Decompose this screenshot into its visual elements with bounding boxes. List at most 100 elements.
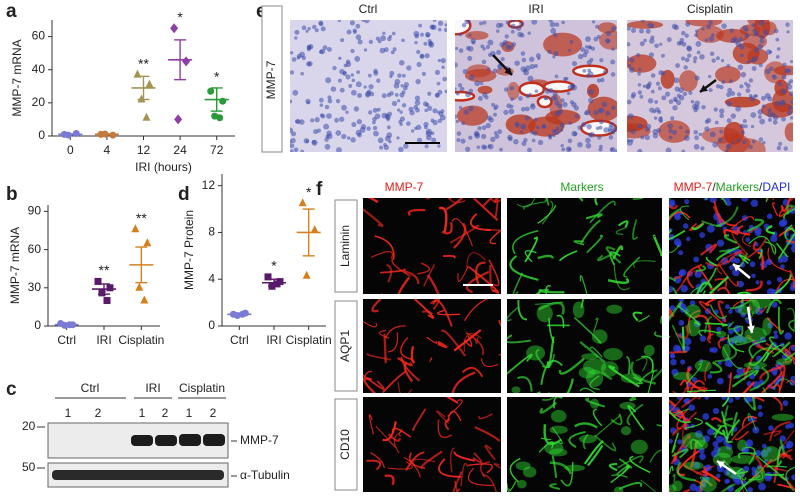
dapi bbox=[673, 238, 682, 246]
nucleus bbox=[557, 103, 563, 109]
nucleus bbox=[523, 137, 528, 143]
dapi bbox=[670, 353, 676, 359]
signal bbox=[757, 251, 764, 270]
dapi bbox=[725, 304, 730, 310]
nucleus bbox=[479, 81, 484, 86]
nucleus bbox=[521, 141, 527, 147]
dapi bbox=[716, 326, 722, 333]
nucleus bbox=[398, 60, 405, 66]
dapi bbox=[773, 330, 778, 335]
nucleus bbox=[481, 133, 487, 140]
error-bar bbox=[137, 75, 150, 101]
signal bbox=[712, 205, 723, 226]
y-tick-label: 4 bbox=[208, 271, 215, 285]
nucleus bbox=[660, 53, 665, 58]
nucleus bbox=[786, 83, 793, 90]
nucleus bbox=[639, 94, 644, 99]
nucleus bbox=[761, 95, 766, 101]
signal bbox=[385, 325, 406, 339]
nucleus bbox=[510, 29, 515, 34]
signal bbox=[488, 259, 500, 287]
nucleus bbox=[455, 91, 460, 96]
dapi bbox=[695, 430, 703, 438]
nucleus bbox=[704, 38, 708, 42]
signal-blob bbox=[564, 464, 585, 472]
nucleus bbox=[346, 29, 352, 35]
nucleus bbox=[508, 108, 515, 115]
nucleus bbox=[345, 59, 351, 64]
nucleus bbox=[636, 52, 641, 58]
nucleus bbox=[372, 125, 378, 131]
signal bbox=[482, 198, 498, 207]
signal bbox=[704, 421, 726, 436]
signal bbox=[574, 422, 598, 429]
point bbox=[216, 114, 224, 122]
dapi bbox=[758, 482, 766, 491]
nucleus bbox=[432, 20, 437, 22]
micrograph bbox=[455, 20, 617, 152]
nucleus bbox=[441, 65, 445, 69]
nucleus bbox=[456, 131, 462, 136]
nucleus bbox=[290, 51, 294, 55]
nucleus bbox=[758, 115, 762, 119]
dapi bbox=[672, 344, 681, 353]
signal bbox=[516, 198, 536, 208]
signal bbox=[730, 216, 755, 230]
dapi bbox=[737, 280, 744, 288]
dapi bbox=[750, 199, 759, 208]
nucleus bbox=[484, 95, 489, 100]
signal bbox=[649, 449, 662, 463]
signal bbox=[715, 206, 739, 227]
signal bbox=[413, 299, 435, 319]
dapi bbox=[755, 280, 760, 285]
nucleus bbox=[342, 70, 347, 75]
signal bbox=[629, 397, 637, 402]
signal-blob bbox=[578, 434, 597, 444]
nucleus bbox=[524, 106, 530, 112]
dapi bbox=[699, 359, 704, 364]
nucleus bbox=[726, 100, 733, 107]
nucleus bbox=[660, 70, 666, 76]
signal bbox=[479, 461, 491, 478]
dapi bbox=[678, 299, 685, 303]
nucleus bbox=[410, 129, 415, 133]
signal-blob bbox=[672, 480, 683, 492]
nucleus bbox=[525, 93, 530, 99]
dapi bbox=[678, 319, 685, 326]
signal bbox=[669, 487, 691, 492]
lane-label: 2 bbox=[162, 406, 169, 420]
nucleus bbox=[781, 74, 787, 80]
nucleus bbox=[767, 108, 772, 113]
nucleus bbox=[647, 98, 654, 104]
nucleus bbox=[700, 146, 705, 151]
nucleus bbox=[316, 128, 322, 133]
nucleus bbox=[311, 139, 318, 146]
signal bbox=[695, 465, 715, 475]
marker-label: 50 bbox=[22, 460, 36, 474]
nucleus bbox=[667, 123, 673, 129]
point bbox=[170, 23, 179, 34]
signal bbox=[512, 230, 539, 255]
signal bbox=[738, 254, 751, 265]
nucleus bbox=[326, 133, 333, 140]
nucleus bbox=[599, 58, 604, 63]
signal bbox=[758, 248, 763, 260]
signal bbox=[685, 363, 702, 385]
signal bbox=[739, 252, 749, 267]
signal bbox=[489, 229, 501, 245]
nucleus bbox=[654, 43, 659, 49]
nucleus bbox=[737, 92, 742, 97]
dapi bbox=[712, 407, 720, 415]
nucleus bbox=[420, 32, 424, 37]
nucleus bbox=[436, 81, 441, 86]
nucleus bbox=[742, 139, 747, 144]
signal bbox=[397, 276, 411, 294]
signal bbox=[660, 315, 662, 324]
signal bbox=[438, 458, 462, 478]
nucleus bbox=[553, 32, 558, 38]
nucleus bbox=[580, 47, 586, 52]
point bbox=[98, 289, 106, 297]
nucleus bbox=[335, 147, 342, 152]
signal bbox=[444, 418, 451, 431]
